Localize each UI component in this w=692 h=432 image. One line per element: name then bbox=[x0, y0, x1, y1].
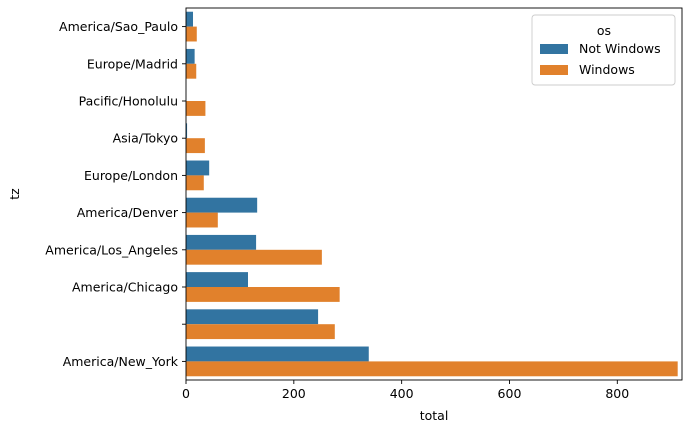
y-ticks-group: America/Sao_Paulo Europe/Madrid Pacific/Ho… bbox=[45, 19, 186, 369]
bar-windows-2 bbox=[186, 101, 206, 116]
bar-windows-0 bbox=[186, 26, 197, 42]
y-tick-label: America/Los_Angeles bbox=[45, 242, 178, 257]
legend-swatch-not-windows bbox=[540, 44, 568, 54]
x-ticks-group: 0 200 400 600 800 bbox=[182, 380, 629, 401]
bar-windows-8 bbox=[186, 324, 335, 340]
bar-not-windows-6 bbox=[186, 234, 257, 250]
y-tick-label: America/New_York bbox=[63, 354, 179, 369]
bar-windows-5 bbox=[186, 212, 218, 228]
y-tick-label: Europe/London bbox=[84, 168, 178, 183]
bar-windows-4 bbox=[186, 175, 204, 191]
bar-not-windows-7 bbox=[186, 272, 248, 287]
legend-label-windows: Windows bbox=[579, 62, 635, 77]
bar-not-windows-8 bbox=[186, 309, 319, 325]
y-axis-label: tz bbox=[7, 188, 22, 200]
legend-label-not-windows: Not Windows bbox=[579, 41, 661, 56]
bar-windows-3 bbox=[186, 138, 205, 154]
bar-not-windows-9 bbox=[186, 346, 369, 362]
y-tick-label: America/Sao_Paulo bbox=[59, 19, 178, 34]
bar-not-windows-5 bbox=[186, 197, 258, 213]
y-tick-label: Pacific/Honolulu bbox=[79, 94, 178, 109]
bar-not-windows-1 bbox=[186, 48, 195, 64]
legend-title: os bbox=[597, 23, 611, 38]
y-tick-label: America/Denver bbox=[77, 205, 179, 220]
x-tick-label: 400 bbox=[390, 386, 414, 401]
legend-swatch-windows bbox=[540, 65, 568, 75]
x-tick-label: 600 bbox=[498, 386, 522, 401]
bar-not-windows-0 bbox=[186, 11, 194, 27]
bar-not-windows-3 bbox=[186, 123, 188, 139]
bar-not-windows-4 bbox=[186, 160, 210, 176]
x-axis-label: total bbox=[420, 408, 449, 423]
y-tick-label: Asia/Tokyo bbox=[113, 131, 178, 146]
plot-frame bbox=[185, 7, 683, 381]
bar-windows-7 bbox=[186, 287, 340, 302]
bar-windows-9 bbox=[186, 361, 678, 377]
y-tick-label: Europe/Madrid bbox=[87, 56, 178, 71]
x-tick-label: 200 bbox=[282, 386, 306, 401]
bar-windows-1 bbox=[186, 63, 197, 79]
x-tick-label: 800 bbox=[605, 386, 629, 401]
legend: os Not Windows Windows bbox=[531, 14, 676, 86]
bars-group bbox=[186, 11, 678, 377]
x-tick-label: 0 bbox=[182, 386, 190, 401]
y-tick-label: America/Chicago bbox=[72, 280, 178, 295]
bar-windows-6 bbox=[186, 249, 322, 265]
